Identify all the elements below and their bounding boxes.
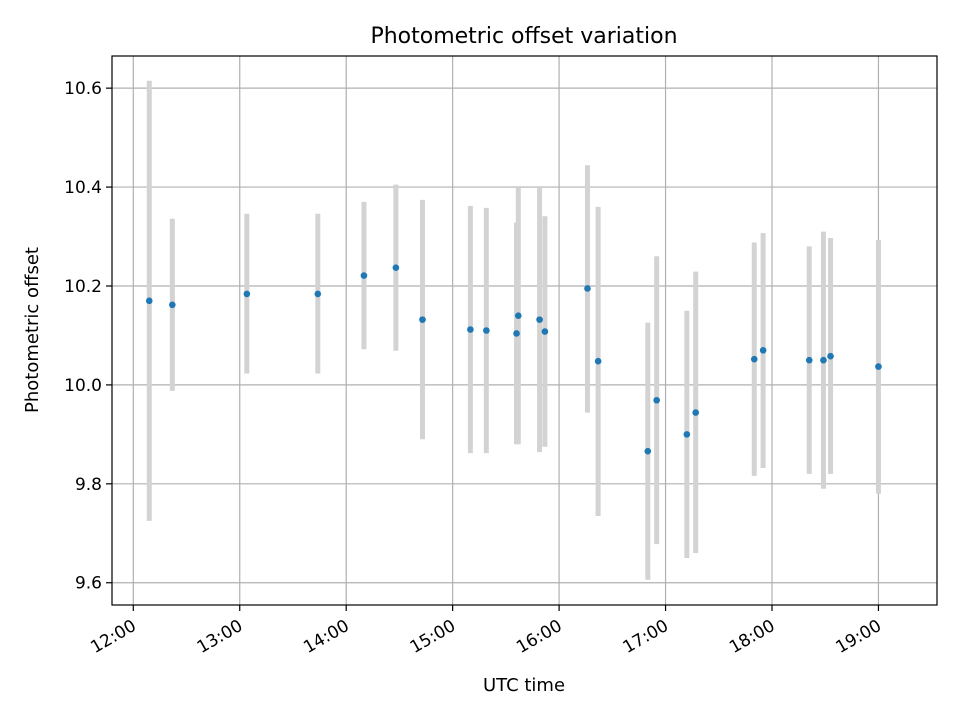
plot-frame: [111, 55, 938, 606]
y-tick-label: 10.6: [64, 79, 102, 99]
y-tick-label: 9.8: [75, 475, 102, 495]
grid-layer: [112, 56, 937, 605]
data-point: [584, 285, 591, 292]
x-tick-label: 17:00: [620, 616, 672, 658]
data-point: [243, 290, 251, 298]
x-tick-label: 12:00: [87, 616, 139, 658]
data-point: [644, 447, 652, 455]
x-tick-label: 15:00: [407, 616, 459, 658]
chart-title: Photometric offset variation: [370, 24, 677, 49]
x-tick-label: 13:00: [194, 616, 246, 658]
x-tick-label: 19:00: [833, 616, 885, 658]
data-point: [805, 356, 813, 364]
y-axis-label: Photometric offset: [22, 247, 43, 413]
data-point: [692, 409, 700, 416]
data-point: [483, 327, 490, 334]
x-tick-label: 16:00: [513, 616, 565, 658]
errorbar-layer: [146, 80, 881, 580]
data-point: [820, 356, 827, 364]
data-point: [314, 290, 322, 298]
data-point: [541, 328, 549, 335]
data-point: [169, 301, 176, 309]
data-point: [683, 431, 691, 438]
data-point: [827, 352, 834, 360]
data-point: [392, 264, 400, 271]
data-point: [513, 330, 520, 337]
data-point: [145, 297, 153, 305]
data-point: [750, 355, 758, 363]
x-tick-label: 18:00: [726, 616, 778, 658]
y-tick-label: 9.6: [75, 574, 102, 594]
x-axis-label: UTC time: [483, 675, 565, 696]
data-point: [875, 363, 882, 370]
data-point: [759, 346, 767, 354]
y-tick-label: 10.4: [64, 178, 102, 198]
data-point: [360, 272, 368, 279]
x-tick-label: 14:00: [300, 616, 352, 658]
data-point: [536, 316, 543, 323]
data-point: [419, 316, 426, 323]
data-point: [514, 312, 522, 319]
y-tick-label: 10.0: [64, 376, 102, 396]
point-layer: [145, 264, 882, 455]
data-point: [653, 396, 660, 404]
data-point: [594, 357, 602, 365]
y-tick-label: 10.2: [64, 277, 102, 297]
data-point: [467, 326, 474, 333]
